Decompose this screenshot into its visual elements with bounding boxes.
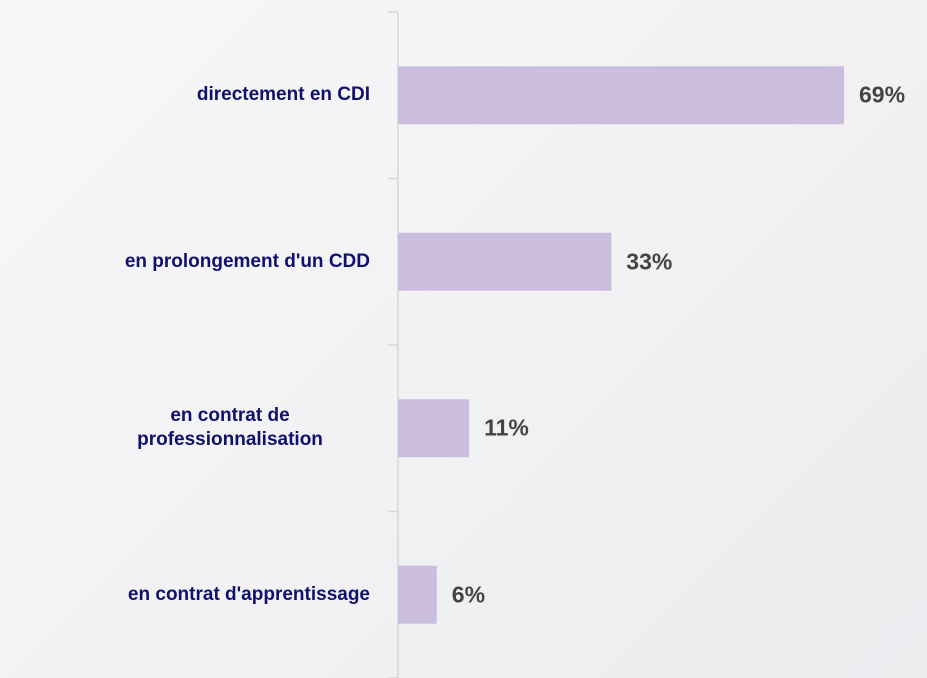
category-label: en contrat d'apprentissage bbox=[0, 583, 370, 607]
bar bbox=[398, 565, 437, 624]
category-label-text: en contrat de professionnalisation bbox=[137, 405, 323, 451]
category-label: en prolongement d'un CDD bbox=[0, 250, 370, 274]
value-label-text: 33% bbox=[626, 248, 673, 275]
value-label-text: 6% bbox=[451, 581, 486, 608]
category-label: en contrat de professionnalisation bbox=[0, 404, 370, 452]
bar bbox=[398, 66, 844, 125]
category-label-text: en prolongement d'un CDD bbox=[124, 250, 370, 272]
value-label-text: 11% bbox=[484, 414, 529, 441]
category-label-text: en contrat d'apprentissage bbox=[127, 583, 370, 605]
bar bbox=[398, 232, 612, 291]
value-label: 11% bbox=[484, 415, 529, 442]
value-label: 69% bbox=[859, 82, 905, 109]
value-label: 33% bbox=[626, 248, 672, 275]
category-label: directement en CDI bbox=[0, 83, 370, 107]
category-label-text: directement en CDI bbox=[196, 84, 370, 106]
value-label: 6% bbox=[452, 581, 485, 608]
value-label-text: 69% bbox=[859, 81, 906, 108]
bar bbox=[398, 399, 470, 458]
